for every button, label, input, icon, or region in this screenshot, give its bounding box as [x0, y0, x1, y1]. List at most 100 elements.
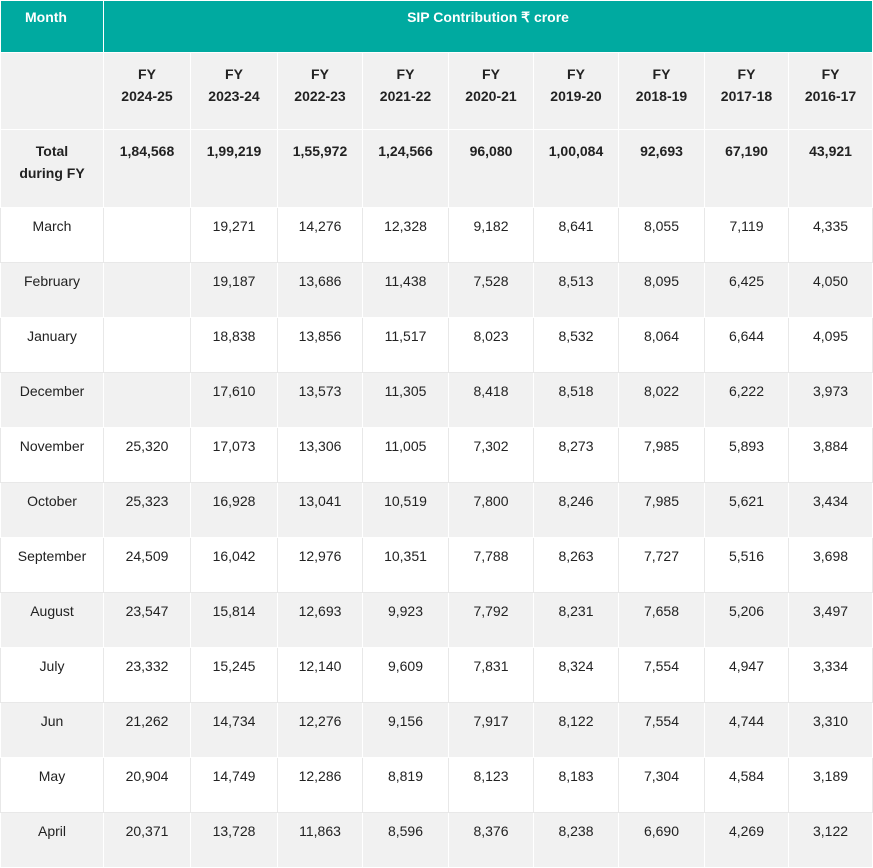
value-cell: 10,351 — [362, 537, 449, 593]
fiscal-year-header: FY 2016-17 — [787, 52, 873, 130]
value-cell: 11,438 — [362, 262, 449, 318]
value-cell: 17,610 — [190, 372, 278, 428]
value-cell: 11,305 — [362, 372, 449, 428]
table-row: October 25,323 16,928 13,041 10,519 7,800 8,24… — [0, 482, 873, 538]
value-cell: 3,189 — [787, 757, 873, 813]
fiscal-year-range: 2019-20 — [550, 88, 602, 104]
value-cell: 8,263 — [533, 537, 619, 593]
month-cell: May — [0, 757, 104, 813]
fiscal-year-range: 2022-23 — [294, 88, 346, 104]
value-cell: 8,238 — [533, 812, 619, 868]
value-cell: 7,304 — [618, 757, 705, 813]
value-cell: 11,863 — [277, 812, 363, 868]
fiscal-year-range: 2021-22 — [379, 88, 432, 104]
value-cell: 13,856 — [277, 317, 363, 373]
value-cell: 4,584 — [704, 757, 789, 813]
table-row: August 23,547 15,814 12,693 9,923 7,792 8,231 7… — [0, 592, 873, 648]
value-cell: 7,831 — [448, 647, 534, 703]
table-row: March 19,271 14,276 12,328 9,182 8,641 8,055 7,… — [0, 207, 873, 263]
fiscal-year-row: FY 2024-25 FY 2023-24 FY 2022-23 FY 2021-22 FY 20… — [0, 52, 873, 130]
fiscal-year-range: 2024-25 — [121, 88, 173, 104]
value-cell: 3,973 — [787, 372, 873, 428]
value-cell: 5,893 — [704, 427, 789, 483]
value-cell: 4,050 — [787, 262, 873, 318]
value-cell: 9,609 — [362, 647, 449, 703]
fiscal-year-header: FY 2019-20 — [533, 52, 619, 130]
total-row: Total during FY 1,84,568 1,99,219 1,55,972 1,… — [0, 129, 873, 208]
value-cell: 24,509 — [103, 537, 191, 593]
value-cell: 7,727 — [618, 537, 705, 593]
fiscal-year-header: FY 2017-18 — [704, 52, 789, 130]
total-value-cell: 1,00,084 — [533, 129, 619, 208]
fiscal-year-prefix: FY — [225, 66, 243, 82]
value-cell: 16,928 — [190, 482, 278, 538]
value-cell: 8,095 — [618, 262, 705, 318]
value-cell: 8,513 — [533, 262, 619, 318]
value-cell: 20,904 — [103, 757, 191, 813]
table-row: November 25,320 17,073 13,306 11,005 7,302 8,2… — [0, 427, 873, 483]
total-value-cell: 92,693 — [618, 129, 705, 208]
value-cell: 6,425 — [704, 262, 789, 318]
value-cell: 9,182 — [448, 207, 534, 263]
value-cell: 21,262 — [103, 702, 191, 758]
value-cell: 9,156 — [362, 702, 449, 758]
value-cell: 4,947 — [704, 647, 789, 703]
fiscal-year-prefix: FY — [138, 66, 156, 82]
value-cell: 14,276 — [277, 207, 363, 263]
value-cell: 20,371 — [103, 812, 191, 868]
table-row: April 20,371 13,728 11,863 8,596 8,376 8,238 6,… — [0, 812, 873, 868]
value-cell: 8,231 — [533, 592, 619, 648]
fiscal-year-header: FY 2020-21 — [448, 52, 534, 130]
month-cell: January — [0, 317, 104, 373]
value-cell: 7,554 — [618, 702, 705, 758]
value-cell: 15,245 — [190, 647, 278, 703]
fiscal-year-range: 2016-17 — [804, 88, 857, 104]
month-cell: Jun — [0, 702, 104, 758]
value-cell: 11,517 — [362, 317, 449, 373]
value-cell: 7,658 — [618, 592, 705, 648]
table-row: February 19,187 13,686 11,438 7,528 8,513 8,09… — [0, 262, 873, 318]
month-cell: October — [0, 482, 104, 538]
table-row: September 24,509 16,042 12,976 10,351 7,788 8,… — [0, 537, 873, 593]
value-cell: 14,734 — [190, 702, 278, 758]
value-cell: 6,644 — [704, 317, 789, 373]
value-cell: 7,554 — [618, 647, 705, 703]
value-cell: 3,497 — [787, 592, 873, 648]
value-cell: 8,324 — [533, 647, 619, 703]
value-cell: 8,183 — [533, 757, 619, 813]
table-row: May 20,904 14,749 12,286 8,819 8,123 8,183 7,30… — [0, 757, 873, 813]
empty-corner-cell — [0, 52, 104, 130]
value-cell: 5,621 — [704, 482, 789, 538]
value-cell: 13,573 — [277, 372, 363, 428]
total-label-line1: Total — [35, 143, 69, 159]
table-row: July 23,332 15,245 12,140 9,609 7,831 8,324 7,5… — [0, 647, 873, 703]
value-cell: 14,749 — [190, 757, 278, 813]
table-row: Jun 21,262 14,734 12,276 9,156 7,917 8,122 7,55… — [0, 702, 873, 758]
value-cell: 8,123 — [448, 757, 534, 813]
fiscal-year-prefix: FY — [567, 66, 585, 82]
value-cell — [103, 207, 191, 263]
value-cell: 16,042 — [190, 537, 278, 593]
fiscal-year-header: FY 2021-22 — [362, 52, 449, 130]
month-cell: April — [0, 812, 104, 868]
value-cell: 12,276 — [277, 702, 363, 758]
value-cell: 12,328 — [362, 207, 449, 263]
value-cell: 10,519 — [362, 482, 449, 538]
value-cell: 6,690 — [618, 812, 705, 868]
value-cell: 19,271 — [190, 207, 278, 263]
month-cell: March — [0, 207, 104, 263]
total-label-line2: during FY — [19, 165, 85, 181]
value-cell: 3,310 — [787, 702, 873, 758]
value-cell: 3,434 — [787, 482, 873, 538]
value-cell: 13,041 — [277, 482, 363, 538]
value-cell: 5,516 — [704, 537, 789, 593]
fiscal-year-range: 2023-24 — [208, 88, 260, 104]
total-value-cell: 43,921 — [787, 129, 873, 208]
total-value-cell: 1,55,972 — [277, 129, 363, 208]
value-cell: 23,332 — [103, 647, 191, 703]
total-value-cell: 67,190 — [704, 129, 789, 208]
month-column-header: Month — [0, 0, 104, 53]
value-cell: 4,335 — [787, 207, 873, 263]
fiscal-year-prefix: FY — [737, 66, 756, 82]
table-row: December 17,610 13,573 11,305 8,418 8,518 8,02… — [0, 372, 873, 428]
